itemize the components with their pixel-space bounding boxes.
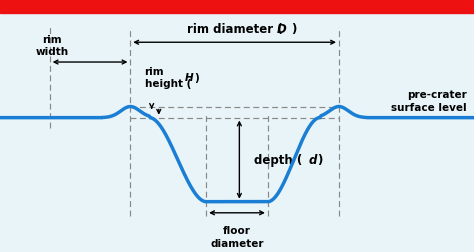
Text: rim
width: rim width	[36, 34, 69, 57]
Text: ): )	[194, 73, 199, 82]
Text: D: D	[277, 23, 287, 36]
Text: floor
diameter: floor diameter	[210, 225, 264, 247]
Text: d: d	[308, 153, 317, 167]
Text: rim diameter (: rim diameter (	[187, 23, 283, 36]
Bar	[0, 0, 474, 14]
Text: depth (: depth (	[254, 153, 302, 167]
Text: rim
height (: rim height (	[145, 66, 191, 89]
Text: ): )	[318, 153, 323, 167]
Text: pre-crater
surface level: pre-crater surface level	[391, 89, 467, 112]
Text: H: H	[185, 73, 193, 82]
Text: ): )	[291, 23, 297, 36]
